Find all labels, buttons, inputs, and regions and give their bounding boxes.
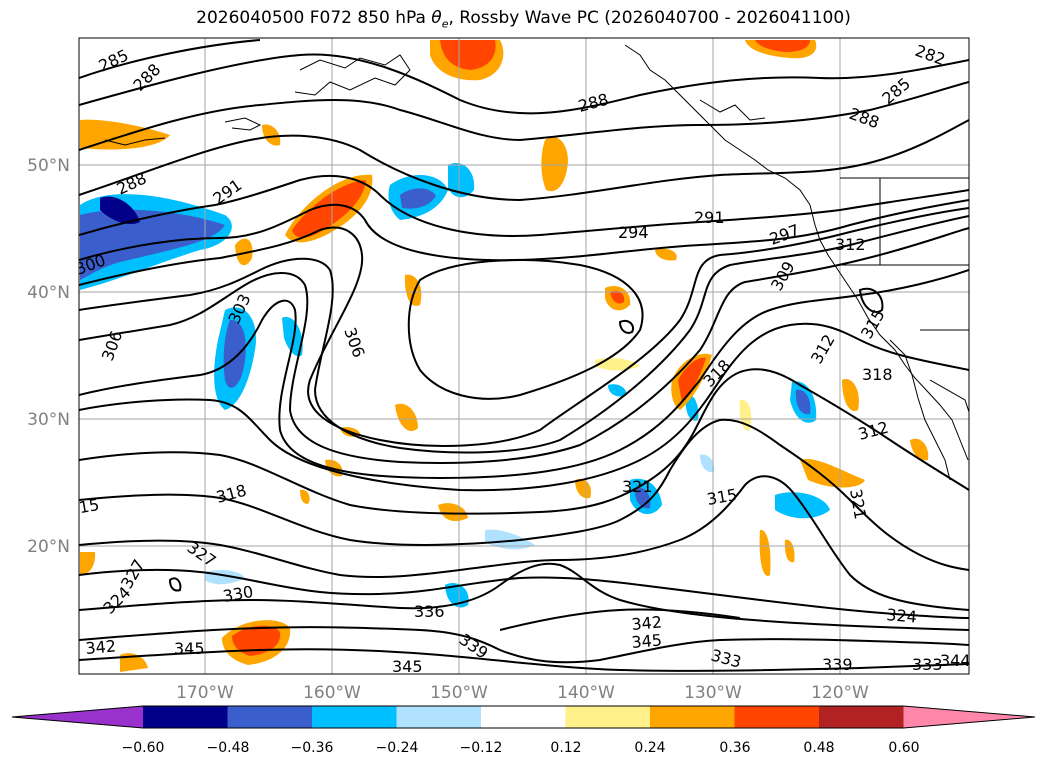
contour-label: 344 [940, 651, 971, 670]
colorbar-segment [481, 706, 566, 728]
colorbar-tick-label: −0.60 [122, 740, 165, 756]
lon-tick-label: 160°W [303, 683, 361, 703]
lat-tick-label: 30°N [27, 410, 70, 430]
colorbar-segment [312, 706, 397, 728]
plot-frame [78, 37, 970, 675]
colorbar-tick-label: 0.36 [719, 740, 750, 756]
contour-label: 312 [835, 235, 866, 254]
lat-tick-label: 50°N [27, 156, 70, 176]
colorbar-tick-label: 0.60 [888, 740, 919, 756]
colorbar-tick-label: 0.48 [803, 740, 834, 756]
contour-label: 294 [618, 223, 649, 242]
colorbar-tick-label: 0.12 [550, 740, 581, 756]
contour-label: 321 [622, 477, 653, 496]
colorbar-segment [650, 706, 735, 728]
colorbar-outline [11, 705, 1036, 729]
contour-label: 339 [822, 655, 853, 674]
contour-label: 345 [392, 657, 423, 676]
lon-tick-label: 120°W [811, 683, 869, 703]
colorbar-tick-label: −0.24 [376, 740, 419, 756]
lon-tick-label: 130°W [684, 683, 742, 703]
contour-label: 342 [631, 612, 663, 634]
contour-label: 345 [631, 630, 663, 652]
contour-label: 324 [886, 605, 918, 627]
colorbar-tick-label: −0.48 [207, 740, 250, 756]
colorbar-segment [143, 706, 228, 728]
colorbar-segment [227, 706, 313, 728]
colorbar-tick-labels: −0.60 −0.48 −0.36 −0.24 −0.12 0.12 0.24 … [122, 740, 920, 756]
colorbar-tick-label: 0.24 [634, 740, 665, 756]
contour-label: 333 [912, 655, 943, 674]
lat-tick-label: 20°N [27, 537, 70, 557]
lon-tick-label: 170°W [176, 683, 234, 703]
longitude-tick-labels: 170°W 160°W 150°W 140°W 130°W 120°W [176, 683, 869, 703]
colorbar-extend-low [12, 706, 143, 728]
lon-tick-label: 150°W [430, 683, 488, 703]
colorbar-tick-label: −0.36 [291, 740, 334, 756]
lon-tick-label: 140°W [557, 683, 615, 703]
lat-tick-label: 40°N [27, 283, 70, 303]
colorbar-segment [819, 706, 904, 728]
colorbar-segment [734, 706, 820, 728]
colorbar-tick-label: −0.12 [460, 740, 503, 756]
colorbar-segment [565, 706, 651, 728]
contour-label: 336 [414, 602, 445, 621]
colorbar-segment [396, 706, 482, 728]
contour-label: 291 [694, 208, 725, 227]
colorbar [11, 705, 1036, 729]
colorbar-extend-high [903, 706, 1035, 728]
contour-label: 342 [85, 636, 117, 658]
contour-label: 345 [174, 639, 205, 658]
latitude-tick-labels: 50°N 40°N 30°N 20°N [27, 156, 70, 557]
page-title: 2026040500 F072 850 hPa θe, Rossby Wave … [196, 8, 851, 31]
contour-label: 315 [67, 495, 100, 519]
theta-e-contours [79, 39, 969, 672]
contour-label: 318 [862, 365, 893, 384]
lat-lon-grid [79, 38, 969, 674]
